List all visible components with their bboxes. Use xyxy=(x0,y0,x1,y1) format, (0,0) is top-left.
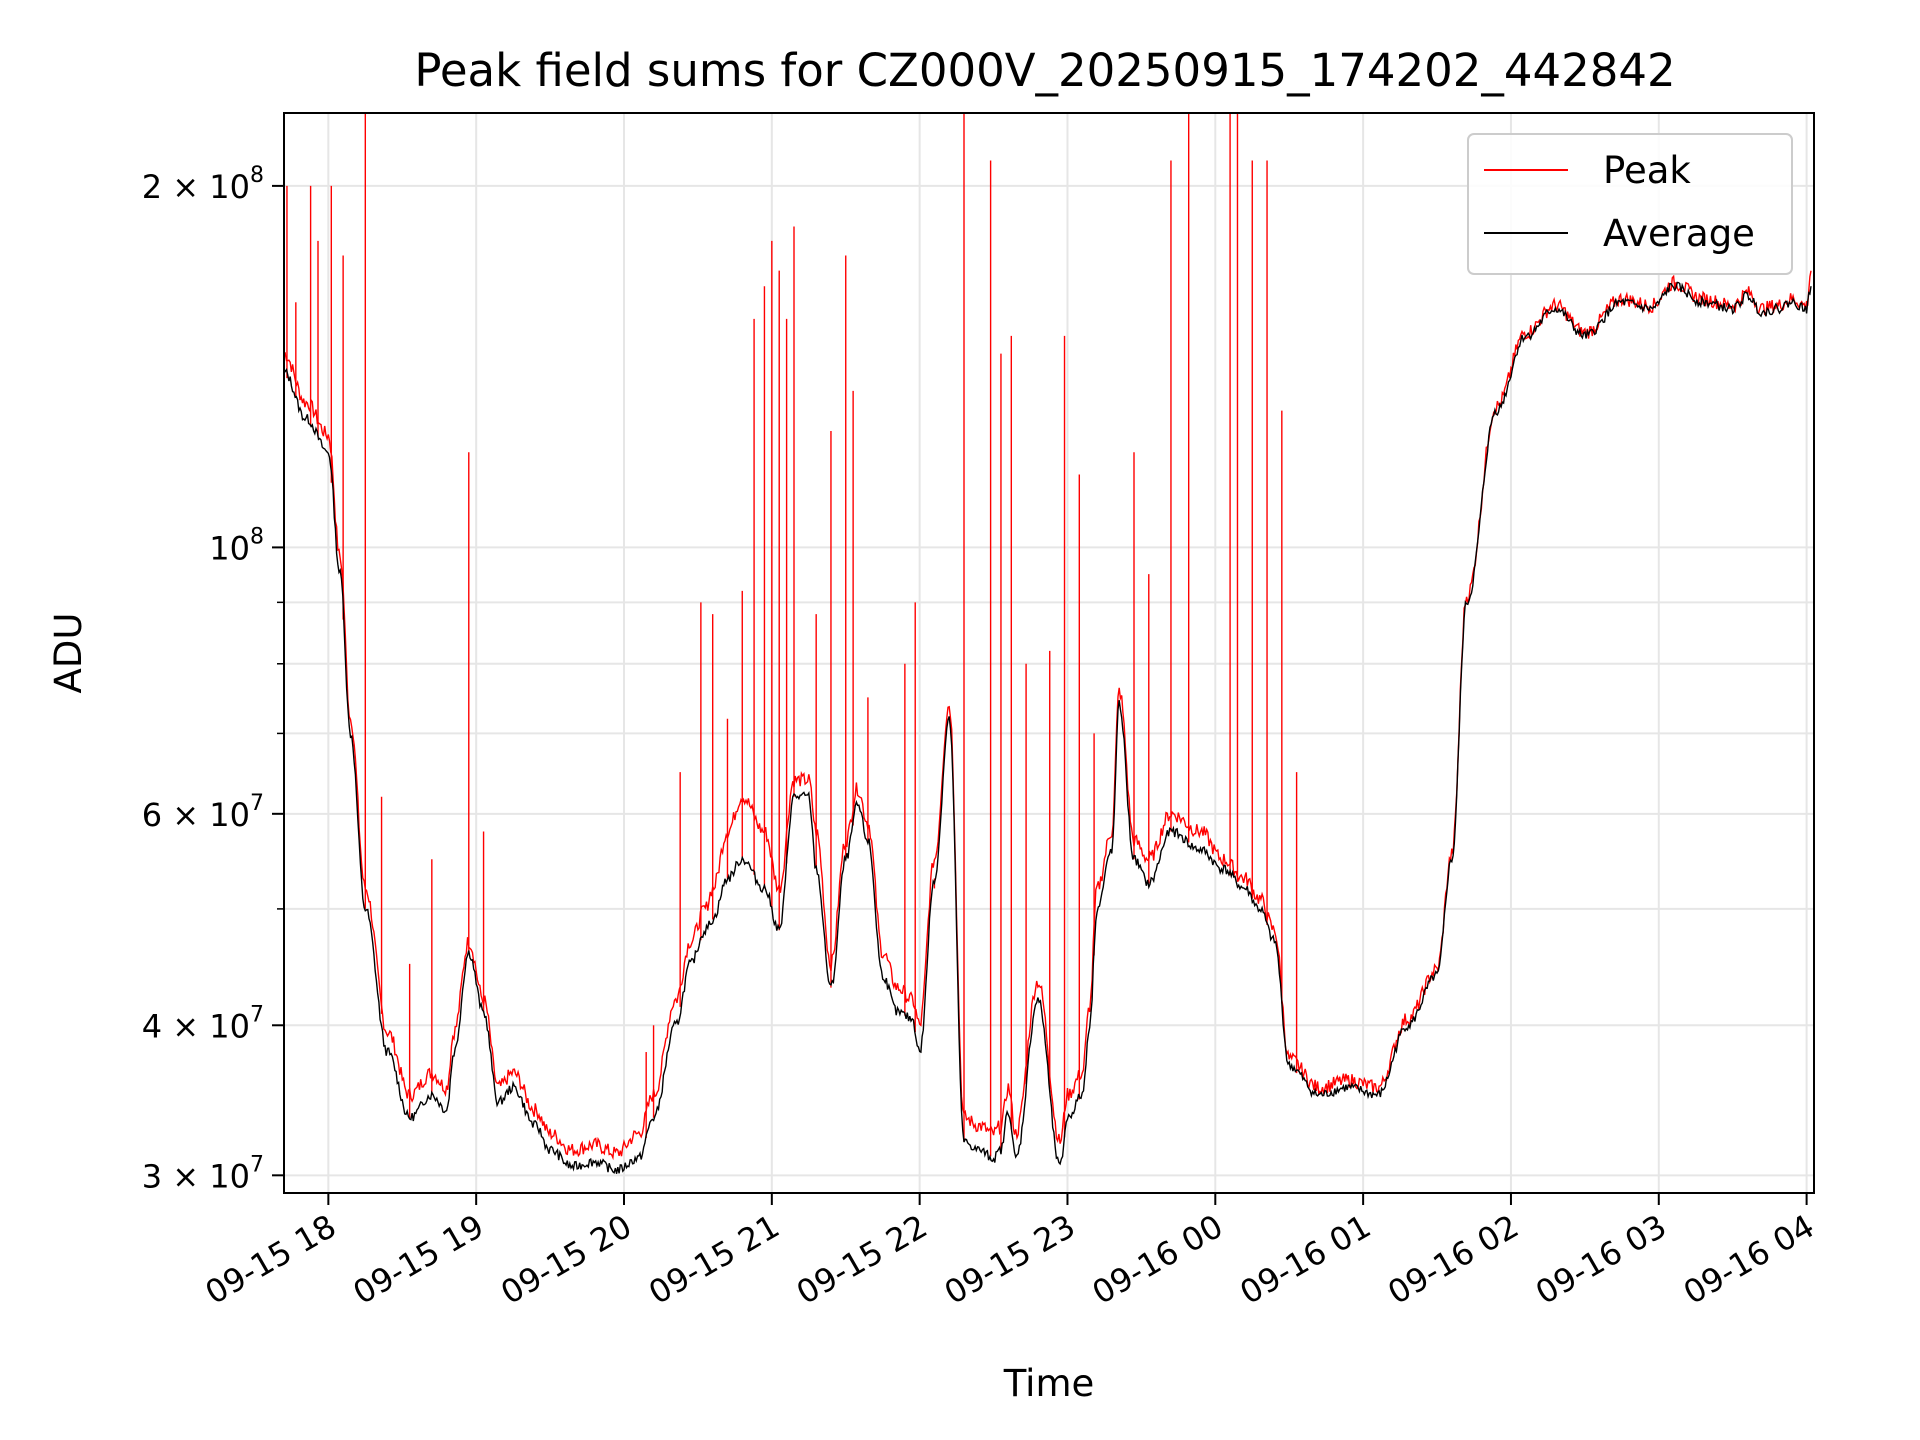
y-tick-label: 6 × 107 xyxy=(142,791,264,834)
y-axis: 3 × 107 4 × 107 6 × 107 108 2 × 108 xyxy=(142,163,284,1195)
y-axis-label: ADU xyxy=(47,613,90,694)
series-average-line xyxy=(284,281,1812,1175)
plot-area xyxy=(284,113,1812,1175)
legend-average-label: Average xyxy=(1603,212,1755,255)
y-tick-label: 2 × 108 xyxy=(142,163,264,206)
x-axis-label: Time xyxy=(1003,1362,1095,1405)
grid xyxy=(284,113,1814,1193)
chart-title: Peak field sums for CZ000V_20250915_1742… xyxy=(414,44,1675,97)
series-peak-line xyxy=(284,270,1812,1161)
y-tick-label: 3 × 107 xyxy=(142,1152,264,1195)
legend: Peak Average xyxy=(1467,133,1793,275)
legend-peak-label: Peak xyxy=(1603,149,1691,192)
plot-frame xyxy=(283,112,1815,1194)
y-tick-label: 4 × 107 xyxy=(142,1002,264,1045)
y-tick-label: 108 xyxy=(209,524,264,567)
